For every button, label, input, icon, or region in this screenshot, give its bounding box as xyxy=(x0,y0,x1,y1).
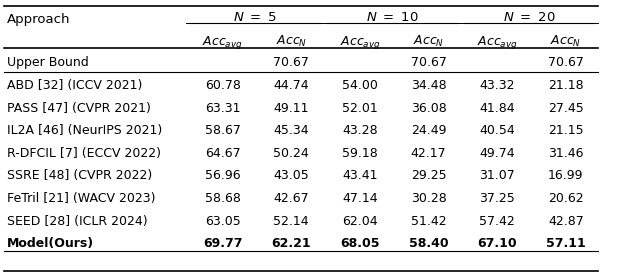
Text: 42.17: 42.17 xyxy=(411,147,446,160)
Text: 70.67: 70.67 xyxy=(548,56,584,69)
Text: 58.67: 58.67 xyxy=(205,124,241,137)
Text: 21.18: 21.18 xyxy=(548,79,584,92)
Text: 54.00: 54.00 xyxy=(342,79,378,92)
Text: Model(Ours): Model(Ours) xyxy=(7,237,94,250)
Text: 42.87: 42.87 xyxy=(548,215,584,228)
Text: 57.11: 57.11 xyxy=(546,237,586,250)
Text: R-DFCIL [7] (ECCV 2022): R-DFCIL [7] (ECCV 2022) xyxy=(7,147,161,160)
Text: 70.67: 70.67 xyxy=(411,56,447,69)
Text: $\mathit{Acc_N}$: $\mathit{Acc_N}$ xyxy=(550,34,582,49)
Text: 42.67: 42.67 xyxy=(273,192,309,205)
Text: $\mathit{Acc_{avg}}$: $\mathit{Acc_{avg}}$ xyxy=(202,34,243,51)
Text: 51.42: 51.42 xyxy=(411,215,446,228)
Text: Upper Bound: Upper Bound xyxy=(7,56,89,69)
Text: 52.14: 52.14 xyxy=(273,215,309,228)
Text: 21.15: 21.15 xyxy=(548,124,584,137)
Text: 67.10: 67.10 xyxy=(477,237,517,250)
Text: 70.67: 70.67 xyxy=(273,56,309,69)
Text: 63.31: 63.31 xyxy=(205,102,241,115)
Text: 24.49: 24.49 xyxy=(411,124,446,137)
Text: 47.14: 47.14 xyxy=(342,192,378,205)
Text: 16.99: 16.99 xyxy=(548,169,584,182)
Text: 64.67: 64.67 xyxy=(205,147,241,160)
Text: $\mathit{N}$ $=$ 10: $\mathit{N}$ $=$ 10 xyxy=(365,11,418,24)
Text: 59.18: 59.18 xyxy=(342,147,378,160)
Text: 43.32: 43.32 xyxy=(479,79,515,92)
Text: 36.08: 36.08 xyxy=(411,102,447,115)
Text: 68.05: 68.05 xyxy=(340,237,380,250)
Text: 58.68: 58.68 xyxy=(205,192,241,205)
Text: 62.04: 62.04 xyxy=(342,215,378,228)
Text: PASS [47] (CVPR 2021): PASS [47] (CVPR 2021) xyxy=(7,102,151,115)
Text: FeTril [21] (WACV 2023): FeTril [21] (WACV 2023) xyxy=(7,192,156,205)
Text: 49.11: 49.11 xyxy=(273,102,309,115)
Text: 63.05: 63.05 xyxy=(205,215,241,228)
Text: 29.25: 29.25 xyxy=(411,169,446,182)
Text: 20.62: 20.62 xyxy=(548,192,584,205)
Text: $\mathit{Acc_N}$: $\mathit{Acc_N}$ xyxy=(276,34,307,49)
Text: 44.74: 44.74 xyxy=(273,79,309,92)
Text: Approach: Approach xyxy=(7,13,70,25)
Text: 43.28: 43.28 xyxy=(342,124,378,137)
Text: 62.21: 62.21 xyxy=(271,237,311,250)
Text: $\mathit{N}$ $=$ 5: $\mathit{N}$ $=$ 5 xyxy=(232,11,276,24)
Text: ABD [32] (ICCV 2021): ABD [32] (ICCV 2021) xyxy=(7,79,143,92)
Text: 31.46: 31.46 xyxy=(548,147,584,160)
Text: 40.54: 40.54 xyxy=(479,124,515,137)
Text: SSRE [48] (CVPR 2022): SSRE [48] (CVPR 2022) xyxy=(7,169,152,182)
Text: 56.96: 56.96 xyxy=(205,169,241,182)
Text: 45.34: 45.34 xyxy=(273,124,309,137)
Text: SEED [28] (ICLR 2024): SEED [28] (ICLR 2024) xyxy=(7,215,148,228)
Text: 49.74: 49.74 xyxy=(479,147,515,160)
Text: $\mathit{Acc_{avg}}$: $\mathit{Acc_{avg}}$ xyxy=(340,34,380,51)
Text: $\mathit{N}$ $=$ 20: $\mathit{N}$ $=$ 20 xyxy=(503,11,556,24)
Text: 60.78: 60.78 xyxy=(205,79,241,92)
Text: 69.77: 69.77 xyxy=(203,237,243,250)
Text: 30.28: 30.28 xyxy=(411,192,447,205)
Text: 58.40: 58.40 xyxy=(409,237,449,250)
Text: 37.25: 37.25 xyxy=(479,192,515,205)
Text: 57.42: 57.42 xyxy=(479,215,515,228)
Text: 43.05: 43.05 xyxy=(273,169,309,182)
Text: $\mathit{Acc_N}$: $\mathit{Acc_N}$ xyxy=(413,34,444,49)
Text: $\mathit{Acc_{avg}}$: $\mathit{Acc_{avg}}$ xyxy=(477,34,518,51)
Text: 43.41: 43.41 xyxy=(342,169,378,182)
Text: 50.24: 50.24 xyxy=(273,147,309,160)
Text: 31.07: 31.07 xyxy=(479,169,515,182)
Text: 27.45: 27.45 xyxy=(548,102,584,115)
Text: 52.01: 52.01 xyxy=(342,102,378,115)
Text: IL2A [46] (NeurIPS 2021): IL2A [46] (NeurIPS 2021) xyxy=(7,124,163,137)
Text: 41.84: 41.84 xyxy=(479,102,515,115)
Text: 34.48: 34.48 xyxy=(411,79,446,92)
